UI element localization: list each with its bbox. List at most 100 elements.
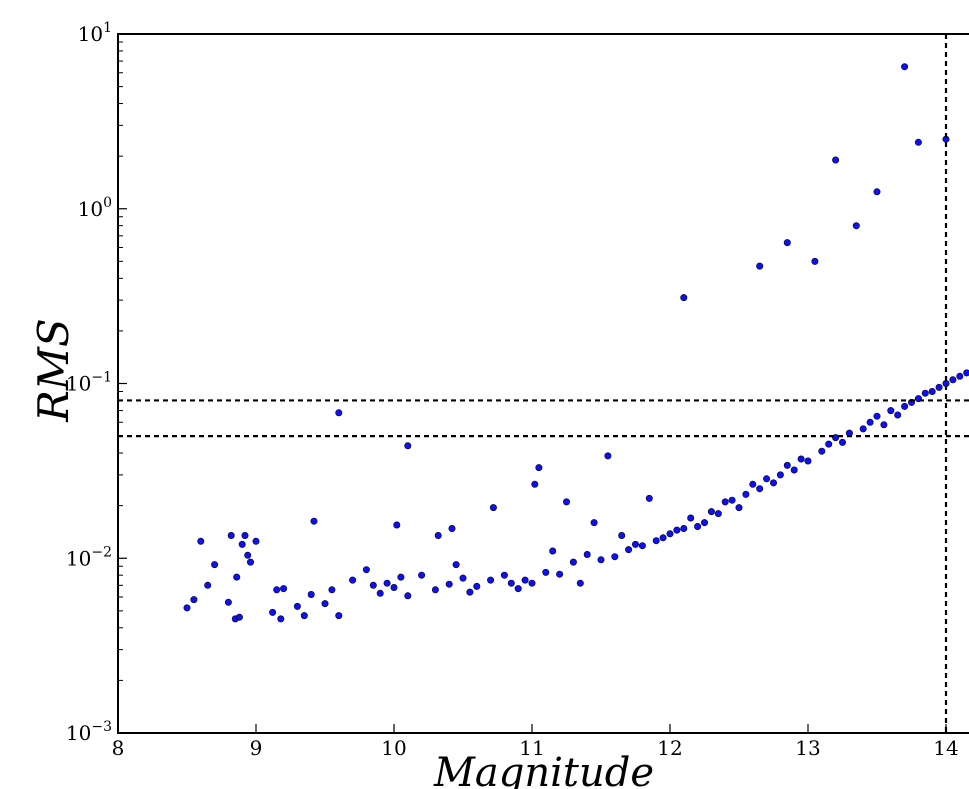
data-point	[434, 531, 442, 539]
data-point	[645, 494, 653, 502]
data-point	[859, 425, 867, 433]
y-tick-label: 10−2	[66, 544, 112, 570]
data-point	[247, 558, 255, 566]
data-point	[735, 504, 743, 512]
data-point	[756, 485, 764, 493]
data-point	[300, 612, 308, 620]
data-point	[489, 504, 497, 512]
data-point	[956, 372, 964, 380]
data-point	[797, 455, 805, 463]
data-point	[452, 561, 460, 569]
data-point	[873, 188, 881, 196]
data-point	[349, 576, 357, 584]
x-tick-label: 10	[381, 736, 406, 760]
data-point	[763, 475, 771, 483]
data-point	[473, 582, 481, 590]
data-point	[811, 257, 819, 265]
data-point	[901, 402, 909, 410]
data-point	[742, 490, 750, 498]
data-point	[769, 479, 777, 487]
data-point	[914, 138, 922, 146]
data-point	[211, 561, 219, 569]
data-point	[390, 583, 398, 591]
x-axis-label: Magnitude	[433, 750, 654, 789]
data-point	[397, 573, 405, 581]
data-point	[921, 389, 929, 397]
data-point	[277, 615, 285, 623]
data-point	[790, 466, 798, 474]
data-point	[183, 604, 191, 612]
y-tick-label: 101	[78, 20, 112, 46]
data-point	[224, 598, 232, 606]
data-point	[335, 612, 343, 620]
data-point	[190, 596, 198, 604]
data-point	[666, 530, 674, 538]
x-tick-label: 12	[657, 736, 682, 760]
data-point	[949, 376, 957, 384]
data-point	[887, 407, 895, 415]
data-point	[873, 412, 881, 420]
data-point	[383, 579, 391, 587]
data-point	[728, 496, 736, 504]
y-axis-label: RMS	[29, 318, 78, 422]
data-point	[466, 588, 474, 596]
data-point	[583, 550, 591, 558]
data-point	[756, 262, 764, 270]
data-point	[233, 573, 241, 581]
data-point	[507, 579, 515, 587]
plot-border	[117, 33, 969, 734]
data-point	[694, 522, 702, 530]
data-point	[687, 514, 695, 522]
data-point	[404, 442, 412, 450]
data-point	[459, 574, 467, 582]
data-point	[556, 570, 564, 578]
data-point	[235, 613, 243, 621]
data-point	[680, 524, 688, 532]
data-point	[431, 586, 439, 594]
data-point	[369, 581, 377, 589]
data-point	[280, 585, 288, 593]
x-tick-label: 8	[112, 736, 125, 760]
data-point	[783, 239, 791, 247]
data-point	[521, 576, 529, 584]
data-point	[335, 409, 343, 417]
data-point	[721, 498, 729, 506]
data-point	[700, 519, 708, 527]
data-point	[901, 63, 909, 71]
data-point	[393, 521, 401, 529]
data-point	[680, 294, 688, 302]
data-point	[269, 608, 277, 616]
data-point	[204, 581, 212, 589]
data-point	[445, 580, 453, 588]
data-point	[487, 576, 495, 584]
data-point	[590, 519, 598, 527]
data-point	[625, 546, 633, 554]
x-tick-label: 14	[933, 736, 958, 760]
data-point	[818, 447, 826, 455]
data-point	[500, 571, 508, 579]
data-point	[963, 369, 969, 377]
scatter-points	[183, 63, 969, 623]
data-point	[631, 540, 639, 548]
data-point	[866, 418, 874, 426]
data-point	[197, 537, 205, 545]
data-point	[659, 534, 667, 542]
data-point	[376, 589, 384, 597]
data-point	[227, 531, 235, 539]
x-tick-label: 11	[519, 736, 544, 760]
data-point	[749, 480, 757, 488]
data-point	[293, 602, 301, 610]
data-point	[404, 592, 412, 600]
data-point	[569, 558, 577, 566]
reference-lines	[118, 34, 969, 733]
data-point	[880, 421, 888, 429]
data-point	[542, 568, 550, 576]
data-point	[894, 411, 902, 419]
data-point	[838, 438, 846, 446]
data-point	[576, 579, 584, 587]
data-point	[832, 156, 840, 164]
data-point	[321, 600, 329, 608]
data-point	[362, 566, 370, 574]
data-point	[928, 387, 936, 395]
